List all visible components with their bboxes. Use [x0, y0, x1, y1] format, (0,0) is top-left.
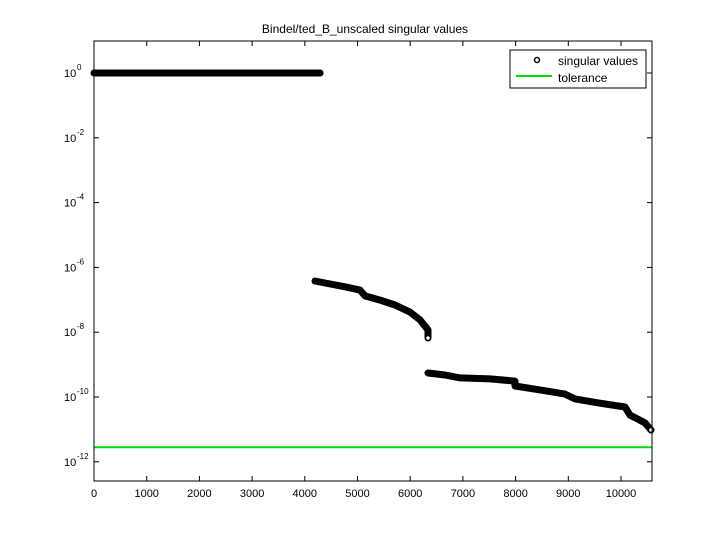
y-tick-label: 10 [64, 262, 76, 274]
x-tick-label: 4000 [293, 488, 317, 500]
x-tick-label: 8000 [503, 488, 527, 500]
y-tick-label: 10 [64, 198, 76, 210]
x-tick-label: 2000 [187, 488, 211, 500]
legend-box [509, 49, 647, 89]
x-tick-label: 6000 [398, 488, 422, 500]
x-tick-label: 7000 [451, 488, 475, 500]
legend-marker-circle-icon [533, 56, 541, 64]
y-tick-exponent: 0 [77, 63, 82, 72]
x-tick-label: 9000 [556, 488, 580, 500]
y-tick-label: 10 [64, 133, 76, 145]
y-tick-label: 10 [64, 68, 76, 80]
x-axis: 0 1000 2000 3000 4000 5000 6000 7000 8000 9000 100… [91, 41, 636, 500]
chart-title: Bindel/ted_B_unscaled singular values [262, 22, 468, 36]
y-tick-label: 10 [64, 327, 76, 339]
plot-area [90, 69, 655, 449]
y-tick-exponent: -10 [77, 387, 89, 396]
singular-value-marker [424, 334, 432, 342]
x-tick-label: 0 [91, 488, 97, 500]
legend-label-singular-values: singular values [558, 54, 638, 68]
y-tick-exponent: -4 [77, 193, 85, 202]
y-tick-exponent: -6 [77, 257, 85, 266]
y-tick-exponent: -2 [77, 128, 85, 137]
y-tick-label: 10 [64, 457, 76, 469]
legend-label-tolerance: tolerance [558, 71, 608, 85]
x-tick-label: 1000 [134, 488, 158, 500]
y-tick-label: 10 [64, 392, 76, 404]
x-tick-label: 5000 [345, 488, 369, 500]
x-tick-label: 10000 [606, 488, 637, 500]
x-tick-label: 3000 [240, 488, 264, 500]
singular-values-segment [424, 369, 655, 434]
plot-frame [93, 40, 653, 482]
y-tick-exponent: -12 [77, 452, 89, 461]
singular-values-segment [311, 277, 432, 342]
y-tick-exponent: -8 [77, 322, 85, 331]
singular-value-marker [647, 426, 655, 434]
legend: singular values tolerance [509, 49, 647, 89]
